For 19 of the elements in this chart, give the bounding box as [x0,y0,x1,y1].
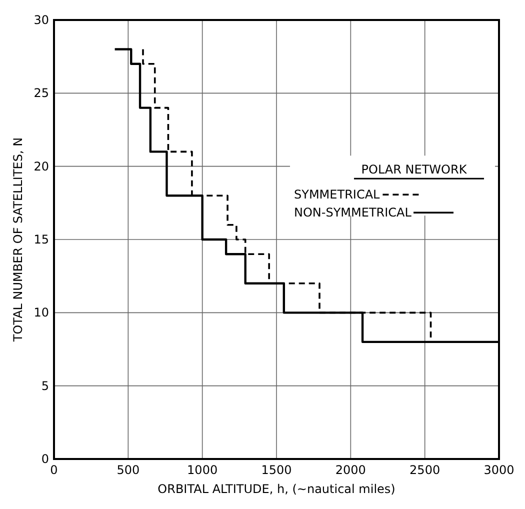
x-tick-label: 0 [50,463,58,477]
legend-label: SYMMETRICAL [294,188,380,202]
y-axis-title: TOTAL NUMBER OF SATELLITES, N [11,137,25,343]
x-tick-label: 2000 [335,463,366,477]
y-tick-label: 25 [34,86,49,100]
y-tick-label: 10 [34,306,49,320]
x-tick-label: 2500 [410,463,440,477]
x-tick-label: 3000 [484,463,514,477]
x-tick-label: 1000 [187,463,218,477]
y-tick-label: 5 [41,378,49,393]
y-tick-label: 20 [34,159,49,174]
x-tick-label: 1500 [261,463,292,477]
legend-label: NON-SYMMETRICAL [294,206,412,220]
y-tick-label: 15 [34,232,49,246]
x-tick-label: 500 [116,463,140,477]
legend-title: POLAR NETWORK [361,162,468,177]
y-tick-label: 30 [34,13,49,27]
y-tick-label: 0 [41,452,49,466]
x-axis-title: ORBITAL ALTITUDE, h, (~nautical miles) [158,482,396,496]
